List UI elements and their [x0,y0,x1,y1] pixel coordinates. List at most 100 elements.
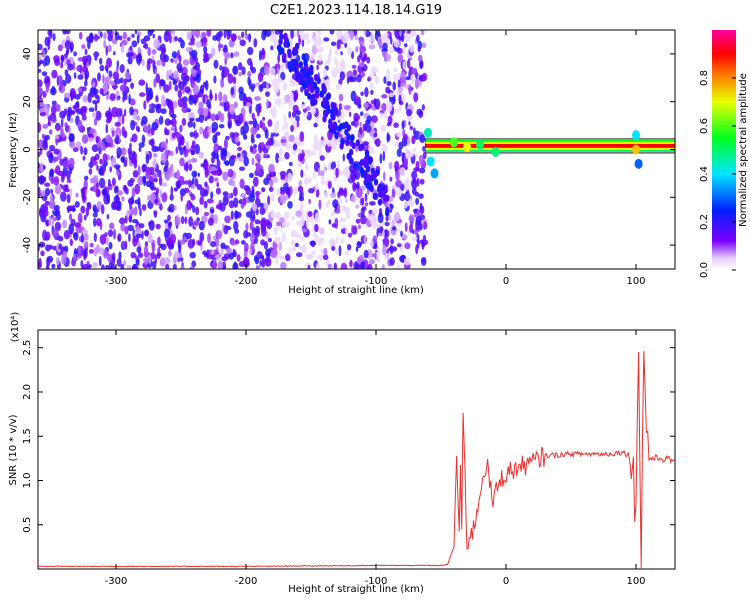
spectrogram-cell [364,87,369,98]
spectrogram-cell [409,223,413,233]
spectrogram-cell [386,68,391,80]
spectrogram-cell [194,178,199,187]
spectrogram-cell [292,143,298,151]
spectrogram-cell [406,115,414,120]
spectrogram-cell [219,65,223,71]
spectrogram-cell [272,132,280,137]
spectrogram-cell [224,66,229,78]
spectrogram-cell [48,199,56,209]
spectrogram-cell [269,109,276,114]
spectrogram-streak-cell [341,122,347,130]
spectrogram-cell [207,125,212,135]
spectrogram-cell [132,170,139,178]
spectrogram-streak-cell [345,139,350,147]
spectrogram-cell [404,242,411,250]
spectrogram-cell [183,180,190,185]
spectrogram-cell [83,233,89,241]
spectrogram-cell [216,159,221,169]
spectrogram-cell [210,241,217,248]
spectrogram-cell [78,31,83,40]
spectrogram-cell [386,201,390,208]
spectrogram-cell [308,188,315,194]
spectrogram-cell [145,169,151,180]
spectrogram-cell [350,171,357,182]
spectrogram-cell [322,68,328,78]
spectrogram-cell [360,91,364,97]
spectrogram-cell [291,216,296,221]
spectrogram-cell [191,184,196,190]
spectrogram-cell [263,153,266,159]
spectrogram-streak-cell [346,152,351,160]
spectrogram-cell [360,111,364,117]
spectrogram-cell [123,159,128,168]
spectrogram-cell [137,52,142,64]
spectrogram-cell [376,252,380,262]
spectrogram-cell [82,155,86,161]
spectrogram-cell [218,145,223,151]
spectrogram-cell [40,162,43,173]
spectrogram-cell [196,184,203,191]
spectrogram-cell [423,221,427,230]
spectrogram-cell [143,100,147,110]
spectrogram-cell [418,54,423,63]
spectrogram-cell [166,237,173,248]
spectrogram-cell [313,134,319,145]
spectrogram-cell [364,262,368,269]
spectrogram-cell [327,53,332,64]
spectrogram-cell [93,217,97,227]
spectrogram-streak-cell [331,122,336,130]
spectrogram-cell [92,175,99,184]
spectrogram-cell [104,76,109,84]
spectrogram-cell [148,220,155,231]
spectrogram-cell [299,218,303,229]
spectrogram-cell [109,93,116,102]
spectrogram-cell [305,106,311,111]
spectrogram-cell [407,198,415,207]
spectrogram-cell [397,228,401,233]
spectrogram-cell [178,243,181,253]
spectrogram-cell [163,84,170,93]
spectrogram-cell [270,45,274,51]
spectrogram-cell [214,92,218,102]
spectrogram-cell [193,129,198,140]
spectrogram-cell [158,115,164,125]
spectrogram-cell [355,187,363,199]
colorbar-tick-label: 0.2 [699,214,710,230]
spectrogram-cell [162,47,167,54]
spectrogram-cell [335,235,339,245]
spectrogram-cell [224,215,231,224]
spectrogram-cell [344,250,350,256]
spectrogram-cell [42,229,48,241]
x-tick-label: 0 [503,276,509,287]
spectrogram-cell [366,265,370,269]
spectrogram-cell [254,96,261,101]
spectrogram-cell [218,124,225,129]
spectrogram-cell [91,144,99,153]
spectrogram-cell [318,199,322,210]
spectrogram-cell [215,131,221,136]
spectrogram-cell [168,250,172,257]
spectrogram-cell [49,129,53,135]
spectrogram-cell [281,232,286,242]
spectrogram-cell [128,209,131,214]
spectrogram-cell [318,112,322,119]
spectrogram-cell [299,202,304,213]
spectrogram-cell [97,72,101,82]
carrier-band [425,143,675,148]
spectrogram-cell [225,101,231,112]
spectrogram-cell [69,46,74,53]
spectrogram-cell [303,149,310,154]
spectrogram-cell [230,87,235,96]
spectrogram-cell [285,143,292,150]
spectrogram-cell [260,217,267,229]
spectrogram-cell [64,40,72,50]
spectrogram-cell [180,257,184,262]
spectrogram-cell [129,45,133,51]
spectrogram-cell [226,247,232,254]
spectrogram-cell [185,161,189,172]
spectrogram-cell [105,45,109,56]
spectrogram-cell [305,218,309,228]
spectrogram-cell [332,199,339,209]
spectrogram-cell [77,252,82,259]
spectrogram-cell [129,34,133,39]
